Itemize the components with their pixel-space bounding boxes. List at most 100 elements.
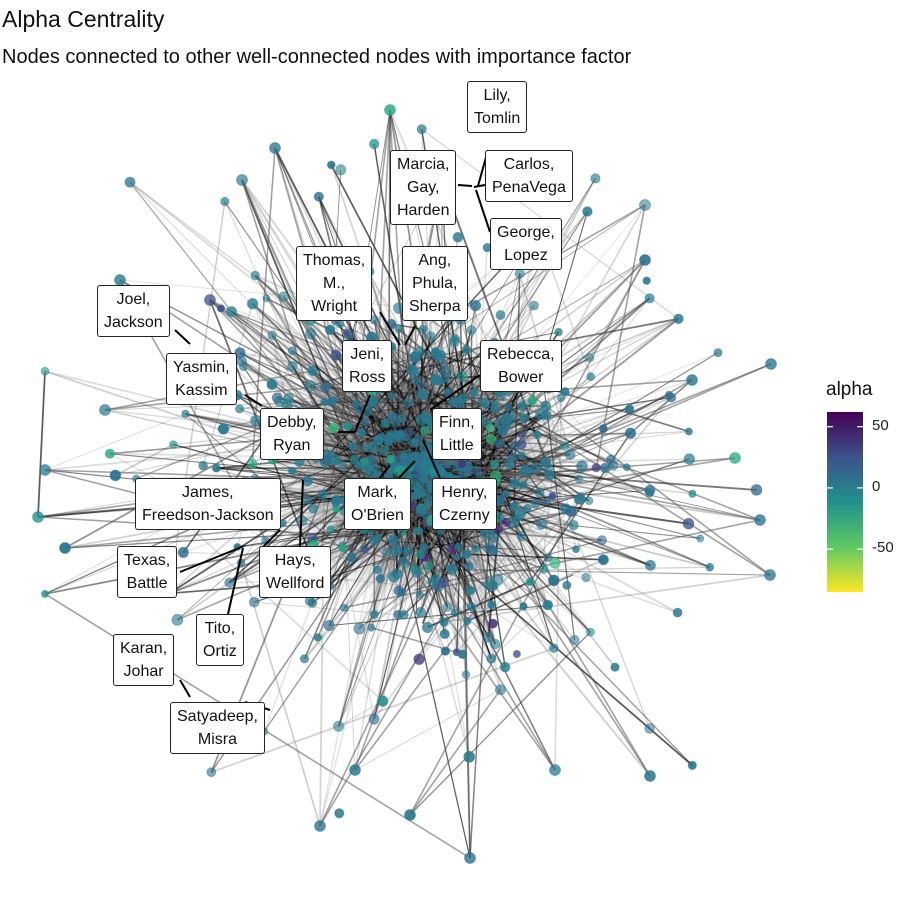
graph-edge bbox=[419, 483, 693, 766]
graph-node bbox=[465, 585, 476, 596]
graph-edge bbox=[241, 179, 360, 471]
graph-node bbox=[536, 518, 548, 530]
graph-node bbox=[415, 590, 424, 600]
graph-edge bbox=[490, 297, 650, 417]
graph-node bbox=[39, 464, 51, 476]
graph-node bbox=[454, 542, 463, 551]
label-leader-line bbox=[379, 311, 401, 346]
graph-node bbox=[236, 174, 248, 186]
graph-node bbox=[169, 440, 178, 449]
graph-edge bbox=[354, 585, 494, 771]
graph-node bbox=[415, 549, 426, 560]
graph-edge bbox=[424, 430, 689, 468]
graph-edge bbox=[401, 417, 437, 436]
graph-node bbox=[438, 577, 449, 588]
graph-node bbox=[469, 299, 482, 312]
graph-node bbox=[217, 423, 230, 435]
graph-node bbox=[369, 610, 379, 620]
graph-edge bbox=[209, 299, 449, 393]
graph-node bbox=[446, 563, 458, 575]
graph-node bbox=[572, 545, 581, 554]
graph-node bbox=[415, 413, 428, 426]
node-label-karan: Karan, Johar bbox=[113, 634, 175, 686]
graph-node bbox=[423, 499, 433, 509]
graph-node bbox=[534, 487, 545, 498]
graph-node bbox=[479, 398, 491, 409]
graph-edge bbox=[104, 378, 384, 411]
graph-node bbox=[384, 104, 396, 116]
graph-node bbox=[538, 564, 549, 574]
graph-node bbox=[458, 459, 467, 468]
graph-node bbox=[548, 643, 559, 653]
graph-node bbox=[461, 549, 472, 560]
graph-node bbox=[335, 164, 347, 176]
graph-node bbox=[517, 402, 527, 411]
graph-edge bbox=[237, 519, 456, 548]
graph-node bbox=[413, 653, 425, 666]
graph-edge bbox=[399, 512, 693, 767]
node-label-george: George, Lopez bbox=[490, 218, 562, 270]
node-label-line: Wellford bbox=[266, 575, 325, 592]
graph-node bbox=[490, 459, 500, 469]
graph-node bbox=[266, 378, 278, 390]
graph-node bbox=[519, 413, 530, 424]
graph-node bbox=[353, 622, 366, 635]
graph-node bbox=[764, 569, 776, 581]
graph-node bbox=[452, 553, 461, 562]
graph-node bbox=[530, 462, 542, 475]
graph-node bbox=[540, 456, 552, 468]
graph-node bbox=[369, 138, 380, 150]
node-label-line: Ang, bbox=[418, 252, 452, 269]
graph-edge bbox=[538, 348, 576, 641]
graph-node bbox=[220, 196, 230, 207]
graph-node bbox=[343, 421, 353, 432]
node-label-line: Satyadeep, bbox=[177, 708, 258, 725]
graph-node bbox=[342, 328, 352, 337]
label-leader-line bbox=[404, 325, 416, 346]
node-label-texas: Texas, Battle bbox=[117, 546, 178, 598]
graph-edge bbox=[414, 568, 771, 576]
graph-node bbox=[529, 300, 539, 311]
graph-edge bbox=[444, 525, 651, 777]
graph-edge bbox=[409, 689, 502, 816]
node-label-line: Carlos, bbox=[503, 156, 555, 173]
graph-node bbox=[393, 609, 404, 620]
graph-node bbox=[439, 628, 450, 640]
graph-node bbox=[591, 462, 601, 473]
graph-node bbox=[688, 489, 697, 498]
graph-node bbox=[313, 633, 323, 642]
node-label-line: M., bbox=[323, 275, 346, 292]
graph-node bbox=[387, 534, 399, 546]
graph-node bbox=[181, 409, 190, 419]
graph-node bbox=[419, 425, 430, 436]
graph-node bbox=[421, 621, 434, 634]
graph-node bbox=[360, 417, 370, 426]
graph-node bbox=[171, 613, 184, 626]
graph-node bbox=[522, 503, 532, 513]
graph-node bbox=[548, 491, 557, 500]
graph-node bbox=[360, 544, 369, 553]
graph-node bbox=[729, 452, 741, 464]
graph-node bbox=[262, 294, 271, 303]
graph-node bbox=[463, 616, 472, 626]
graph-node bbox=[584, 353, 595, 363]
graph-edge bbox=[368, 271, 452, 418]
graph-node bbox=[499, 661, 511, 673]
graph-edge bbox=[37, 371, 46, 518]
graph-node bbox=[644, 770, 656, 782]
graph-node bbox=[346, 552, 357, 563]
graph-edge bbox=[453, 273, 521, 597]
graph-node bbox=[564, 449, 576, 461]
graph-edge bbox=[420, 311, 771, 576]
graph-edge bbox=[210, 647, 555, 774]
graph-node bbox=[569, 635, 580, 646]
graph-node bbox=[488, 618, 498, 629]
graph-node bbox=[384, 438, 393, 447]
graph-node bbox=[439, 364, 451, 376]
legend-title: alpha bbox=[826, 379, 873, 400]
graph-node bbox=[287, 466, 297, 475]
graph-edge bbox=[241, 179, 345, 501]
graph-node bbox=[687, 760, 697, 771]
graph-node bbox=[644, 484, 656, 496]
graph-node bbox=[489, 638, 501, 650]
